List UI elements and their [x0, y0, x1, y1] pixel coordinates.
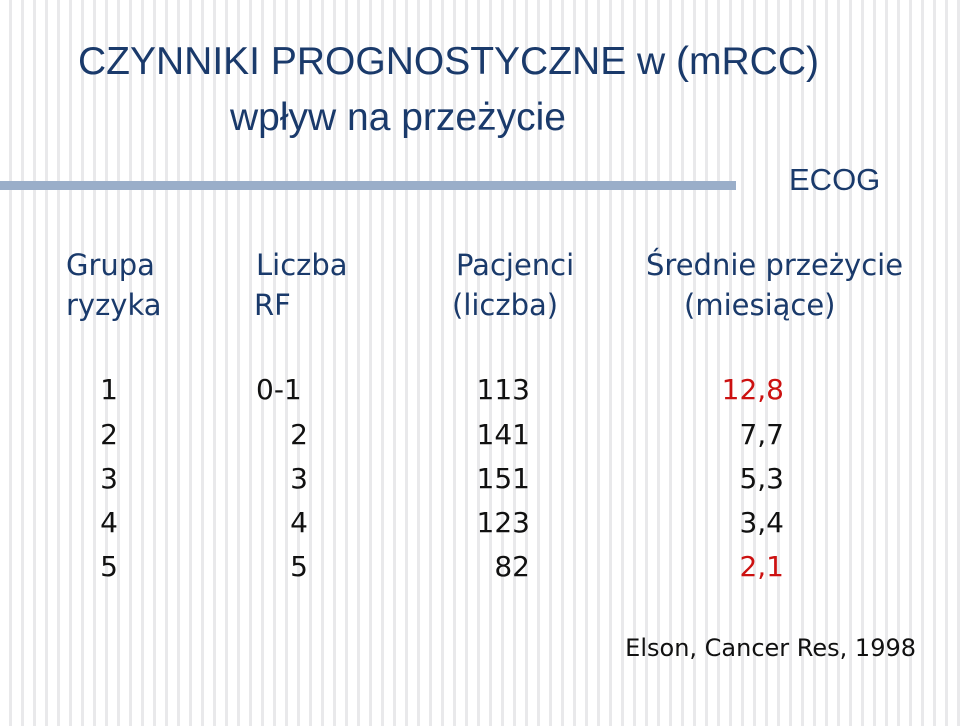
cell-group: 4: [100, 506, 118, 539]
cell-group: 1: [100, 373, 118, 406]
cell-survival: 12,8: [721, 373, 784, 406]
cell-patients: 82: [494, 550, 530, 583]
cell-survival: 7,7: [739, 418, 784, 451]
cell-group: 2: [100, 418, 118, 451]
header-rf-line-2: RF: [254, 288, 291, 322]
cell-rf: 0-1: [256, 373, 302, 406]
cell-survival: 5,3: [739, 462, 784, 495]
cell-patients: 123: [476, 506, 530, 539]
cell-rf: 2: [290, 418, 308, 451]
cell-patients: 151: [476, 462, 530, 495]
title-line-2: wpływ na przeżycie: [230, 96, 566, 139]
cell-group: 5: [100, 550, 118, 583]
cell-rf: 3: [290, 462, 308, 495]
header-patients-line-2: (liczba): [452, 288, 559, 322]
cell-patients: 113: [476, 373, 530, 406]
header-survival-line-2: (miesiące): [684, 288, 836, 322]
ecog-label: ECOG: [789, 162, 881, 197]
header-patients-line-1: Pacjenci: [456, 248, 575, 282]
cell-rf: 5: [290, 550, 308, 583]
cell-rf: 4: [290, 506, 308, 539]
header-group-line-2: ryzyka: [66, 288, 162, 322]
cell-patients: 141: [476, 418, 530, 451]
cell-group: 3: [100, 462, 118, 495]
header-group-line-1: Grupa: [66, 248, 155, 282]
cell-survival: 3,4: [739, 506, 784, 539]
citation: Elson, Cancer Res, 1998: [625, 634, 916, 662]
header-survival-line-1: Średnie przeżycie: [646, 248, 904, 282]
divider: [0, 181, 736, 190]
title-line-1: CZYNNIKI PROGNOSTYCZNE w (mRCC): [78, 40, 819, 83]
cell-survival: 2,1: [739, 550, 784, 583]
header-rf-line-1: Liczba: [256, 248, 348, 282]
